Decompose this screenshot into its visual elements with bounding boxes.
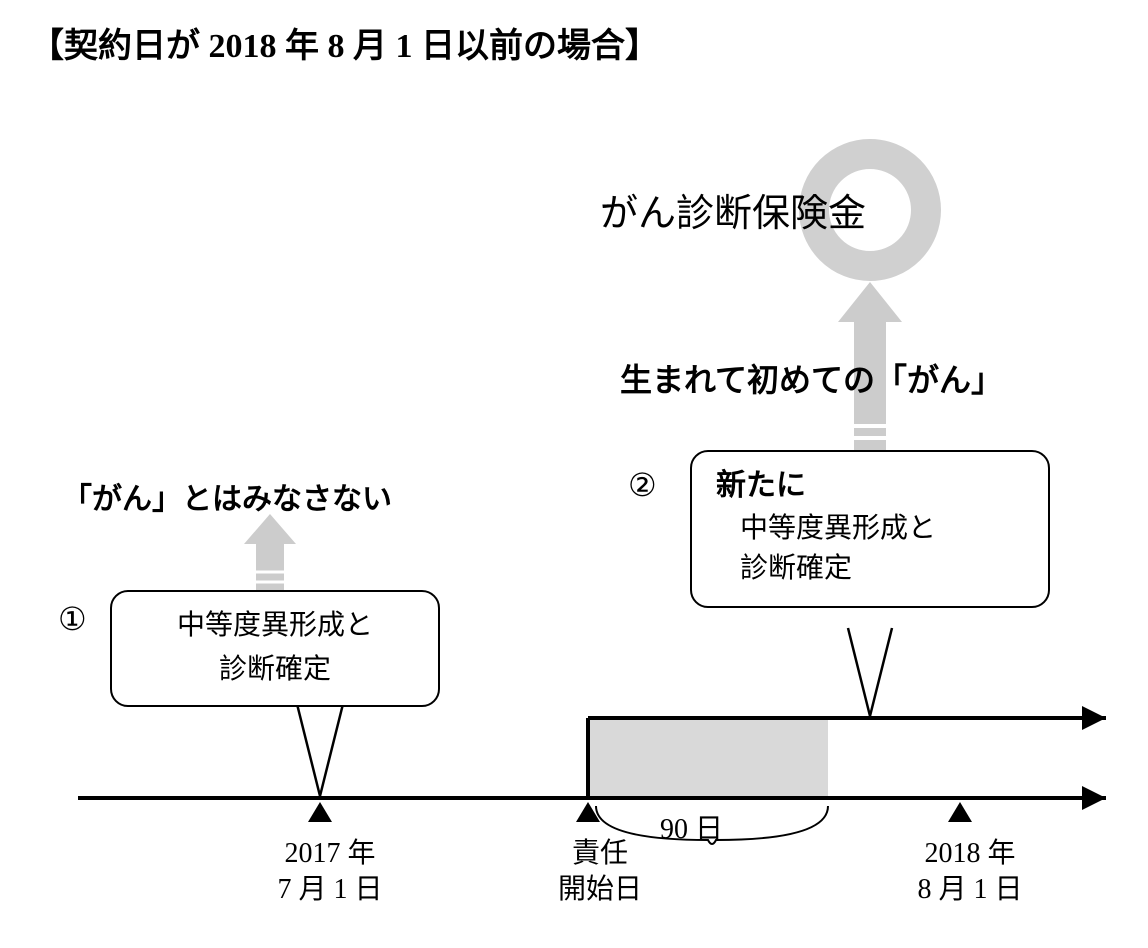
callout1-box: 中等度異形成と 診断確定 [110,590,440,707]
callout2-tail-fill [848,628,892,716]
timeline-lower-arrowhead [1082,786,1106,810]
callout2-box: 新たに 中等度異形成と 診断確定 [690,450,1050,608]
callout1-up-arrow [244,514,296,592]
marker-2018-line2: 8 月 1 日 [917,874,1022,905]
marker-2017-label: 2017 年 7 月 1 日 [260,836,400,909]
marker-start-label: 責任 開始日 [530,836,670,909]
marker-2018 [948,802,972,822]
callout1-line2: 診断確定 [136,652,414,688]
waiting-period-box [588,718,828,798]
marker-2018-label: 2018 年 8 月 1 日 [900,836,1040,909]
top-label: がん診断保険金 [600,190,866,239]
callout1-above-label: 「がん」とはみなさない [62,480,392,519]
callout2-line2: 診断確定 [740,551,1024,587]
marker-2017-line2: 7 月 1 日 [277,874,382,905]
marker-start-line2: 開始日 [558,874,642,905]
callout2-line1: 中等度異形成と [740,511,1024,547]
callout2-bold: 新たに [716,466,1024,505]
callout1-number: ① [58,600,87,638]
callout1-tail-fill [296,700,344,796]
callout2-number: ② [628,466,657,504]
callout2-above-label: 生まれて初めての「がん」 [620,360,1003,402]
timeline-upper-arrowhead [1082,706,1106,730]
marker-start-line1: 責任 [572,838,628,869]
diagram-container: 【契約日が 2018 年 8 月 1 日以前の場合】 [0,0,1148,948]
marker-2018-line1: 2018 年 [924,838,1015,869]
callout1-line1: 中等度異形成と [136,608,414,644]
brace-label: 90 日 [660,812,723,848]
marker-2017 [308,802,332,822]
marker-2017-line1: 2017 年 [284,838,375,869]
